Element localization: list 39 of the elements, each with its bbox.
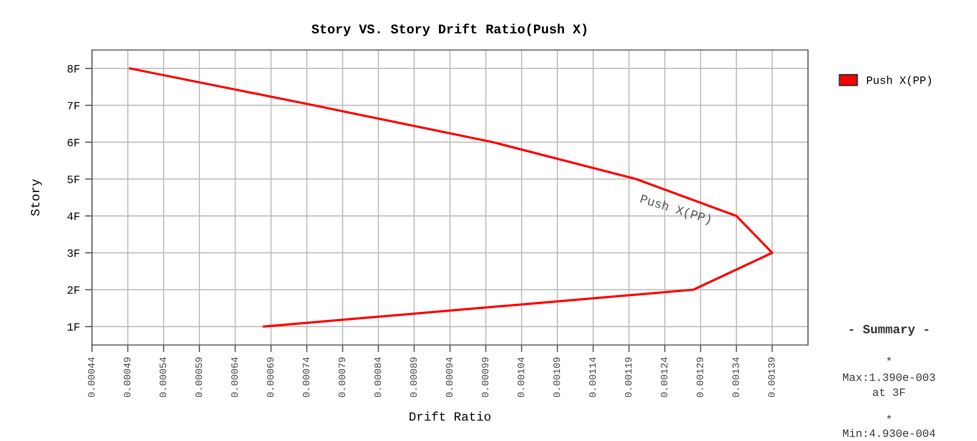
- x-axis-title: Drift Ratio: [410, 412, 490, 421]
- x-tick-label: 0.00054: [160, 357, 166, 398]
- x-tick-label: 0.00079: [338, 357, 346, 398]
- x-tick-label: 0.00064: [231, 357, 238, 398]
- y-tick-label: 8F: [68, 65, 80, 73]
- x-tick-label: 0.00134: [732, 357, 740, 398]
- text: - Summary -: [850, 324, 928, 336]
- y-tick-label: 1F: [68, 323, 80, 331]
- x-tick-label: 0.00129: [696, 357, 704, 398]
- y-tick-label: 7F: [68, 102, 80, 110]
- x-tick-label: 0.00099: [482, 357, 488, 398]
- x-tick-label: 0.00049: [124, 357, 130, 398]
- text: Min:4.930e-004: [843, 428, 936, 437]
- x-tick-label: 0.00139: [768, 357, 775, 398]
- x-tick-label: 0.00089: [410, 357, 417, 398]
- y-tick-label: 2F: [68, 286, 80, 294]
- x-tick-label: 0.00114: [589, 357, 596, 398]
- x-tick-label: 0.00044: [88, 357, 95, 398]
- annotation: Push X(PP): [639, 194, 712, 226]
- y-tick-label: 3F: [68, 249, 80, 257]
- x-tick-label: 0.00069: [267, 357, 274, 398]
- x-tick-label: 0.00104: [518, 357, 524, 398]
- x-tick-label: 0.00059: [195, 357, 202, 398]
- x-tick-label: 0.00074: [302, 357, 310, 398]
- x-tick-label: 0.00109: [553, 357, 560, 398]
- text: *: [887, 356, 891, 361]
- x-tick-label: 0.00094: [446, 357, 453, 398]
- text: Max:1.390e-003: [843, 373, 935, 381]
- y-axis-title: Story: [30, 179, 42, 216]
- y-tick-label: 6F: [68, 138, 80, 146]
- text: *: [887, 414, 891, 419]
- y-tick-label: 4F: [67, 212, 80, 220]
- x-tick-label: 0.00119: [625, 357, 632, 398]
- chart-title: Story VS. Story Drift Ratio(Push X): [312, 24, 586, 36]
- text: at 3F: [873, 388, 905, 396]
- legend-label: Push X(PP): [867, 76, 931, 86]
- x-tick-label: 0.00084: [374, 357, 382, 398]
- y-tick-label: 5F: [68, 176, 80, 184]
- x-tick-label: 0.00124: [660, 357, 668, 398]
